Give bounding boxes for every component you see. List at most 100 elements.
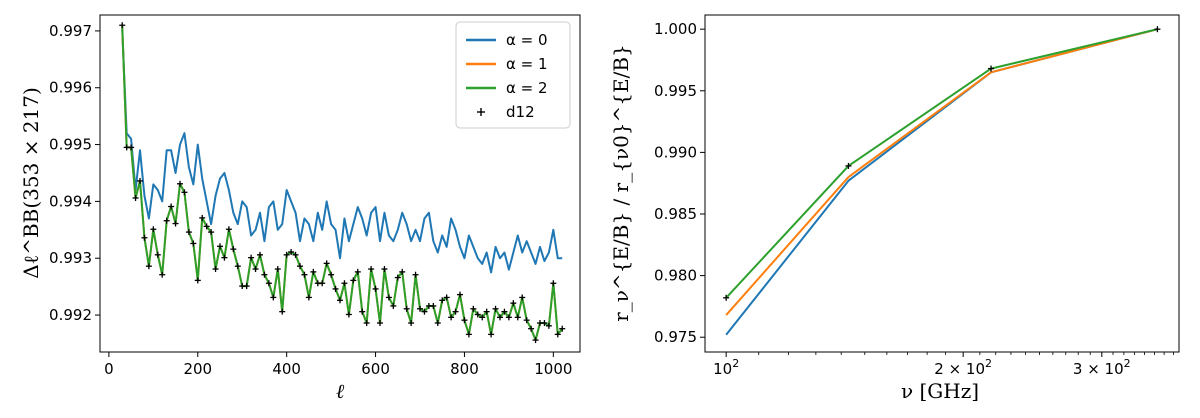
left-d12-marker xyxy=(234,263,241,270)
left-d12-marker xyxy=(541,320,548,327)
left-d12-marker xyxy=(172,220,179,227)
left-x-ticks: 0 200 400 600 800 1000 xyxy=(104,352,572,378)
left-d12-marker xyxy=(394,274,401,281)
legend-label-alpha2: α = 2 xyxy=(506,79,548,97)
left-chart-panel: 0.992 0.993 0.994 0.995 0.996 0.997 0 200 400 60… xyxy=(19,14,581,403)
right-x-ticks: 102 2 × 102 3 × 102 xyxy=(713,352,1174,378)
left-d12-marker xyxy=(443,294,450,301)
left-plot-area xyxy=(119,22,566,344)
left-x-tick-label: 400 xyxy=(272,360,301,378)
left-series-0-line xyxy=(121,29,563,274)
left-y-tick-label: 0.994 xyxy=(49,192,92,210)
legend-label-alpha0: α = 0 xyxy=(506,31,548,49)
left-d12-marker xyxy=(265,280,272,287)
left-d12-marker xyxy=(497,314,503,321)
left-d12-marker xyxy=(399,268,406,275)
left-d12-marker xyxy=(217,243,223,250)
left-d12-marker xyxy=(297,263,303,270)
left-d12-marker xyxy=(194,277,201,284)
left-d12-marker xyxy=(128,144,135,151)
legend: α = 0 α = 1 α = 2 d12 xyxy=(455,21,571,129)
left-d12-marker xyxy=(461,317,468,324)
left-d12-marker xyxy=(323,260,330,267)
left-d12-marker xyxy=(532,337,539,344)
left-d12-marker xyxy=(559,325,566,332)
right-y-tick-label: 0.975 xyxy=(654,328,697,346)
left-d12-marker xyxy=(141,234,148,241)
left-d12-marker xyxy=(257,251,263,258)
left-d12-marker xyxy=(470,305,477,312)
left-d12-marker xyxy=(288,248,295,255)
left-d12-marker xyxy=(319,280,326,287)
left-x-tick-label: 1000 xyxy=(534,360,572,378)
left-d12-marker xyxy=(132,194,139,201)
left-d12-marker xyxy=(230,246,237,253)
left-d12-marker xyxy=(434,320,441,327)
right-y-tick-label: 1.000 xyxy=(654,20,697,38)
left-d12-marker xyxy=(332,285,339,292)
left-d12-marker xyxy=(363,320,370,327)
left-y-ticks: 0.992 0.993 0.994 0.995 0.996 0.997 xyxy=(49,22,100,324)
legend-swatch-d12 xyxy=(477,108,485,116)
left-d12-marker xyxy=(225,226,232,233)
left-d12-marker xyxy=(185,229,192,236)
legend-label-alpha1: α = 1 xyxy=(506,55,548,73)
left-d12-marker xyxy=(439,297,446,304)
left-d12-marker xyxy=(270,294,277,301)
left-d12-marker xyxy=(243,283,250,290)
left-d12-marker xyxy=(519,294,526,301)
left-d12-marker xyxy=(510,300,517,307)
left-d12-marker xyxy=(550,280,557,287)
left-d12-marker xyxy=(381,266,388,273)
right-d12-marker xyxy=(1154,26,1161,33)
left-d12-marker xyxy=(523,317,530,324)
left-d12-marker xyxy=(261,271,268,278)
left-d12-marker xyxy=(181,189,188,196)
left-d12-marker xyxy=(545,322,552,329)
left-d12-marker xyxy=(554,331,561,338)
left-d12-marker xyxy=(368,266,375,273)
right-y-tick-label: 0.985 xyxy=(654,205,697,223)
right-plot-area xyxy=(723,26,1161,336)
left-x-tick-label: 800 xyxy=(450,360,479,378)
right-y-axis-label: r_ν^{E/B} / r_{ν0}^{E/B} xyxy=(609,44,633,322)
right-y-tick-label: 0.980 xyxy=(654,267,697,285)
left-d12-marker xyxy=(479,314,486,321)
left-x-tick-label: 200 xyxy=(183,360,212,378)
left-series-2-line xyxy=(121,25,564,342)
right-d12-marker xyxy=(845,162,852,169)
left-d12-marker xyxy=(417,305,423,312)
left-d12-marker xyxy=(505,314,512,321)
left-d12-marker xyxy=(452,308,459,315)
right-x-tick-label: 102 xyxy=(713,357,739,378)
left-d12-marker xyxy=(430,302,437,309)
left-d12-marker xyxy=(337,297,343,304)
left-d12-marker xyxy=(119,22,126,29)
left-d12-marker xyxy=(372,285,379,292)
left-d12-marker xyxy=(177,180,183,187)
left-y-tick-label: 0.996 xyxy=(49,79,92,97)
left-d12-marker xyxy=(390,302,397,309)
left-d12-marker xyxy=(359,308,366,315)
right-plot-frame xyxy=(704,14,1180,353)
left-d12-marker xyxy=(199,214,206,221)
left-d12-marker xyxy=(514,314,521,321)
right-x-axis-label: ν [GHz] xyxy=(901,379,979,403)
left-d12-marker xyxy=(301,271,308,278)
left-d12-marker xyxy=(341,280,348,287)
right-chart-panel: 0.975 0.980 0.985 0.990 0.995 1.000 102 2 × 10… xyxy=(609,14,1180,403)
left-d12-marker xyxy=(377,320,383,327)
left-d12-marker xyxy=(248,254,255,261)
left-d12-marker xyxy=(221,254,228,261)
right-d12-marker xyxy=(988,65,995,72)
left-d12-marker xyxy=(528,325,535,332)
left-d12-marker xyxy=(159,271,166,278)
left-d12-marker xyxy=(163,217,170,224)
left-d12-marker xyxy=(403,305,410,312)
left-d12-marker xyxy=(385,294,392,301)
left-d12-marker xyxy=(350,277,357,284)
left-d12-marker xyxy=(492,305,499,312)
left-d12-marker xyxy=(408,320,415,327)
right-y-tick-label: 0.990 xyxy=(654,143,697,161)
